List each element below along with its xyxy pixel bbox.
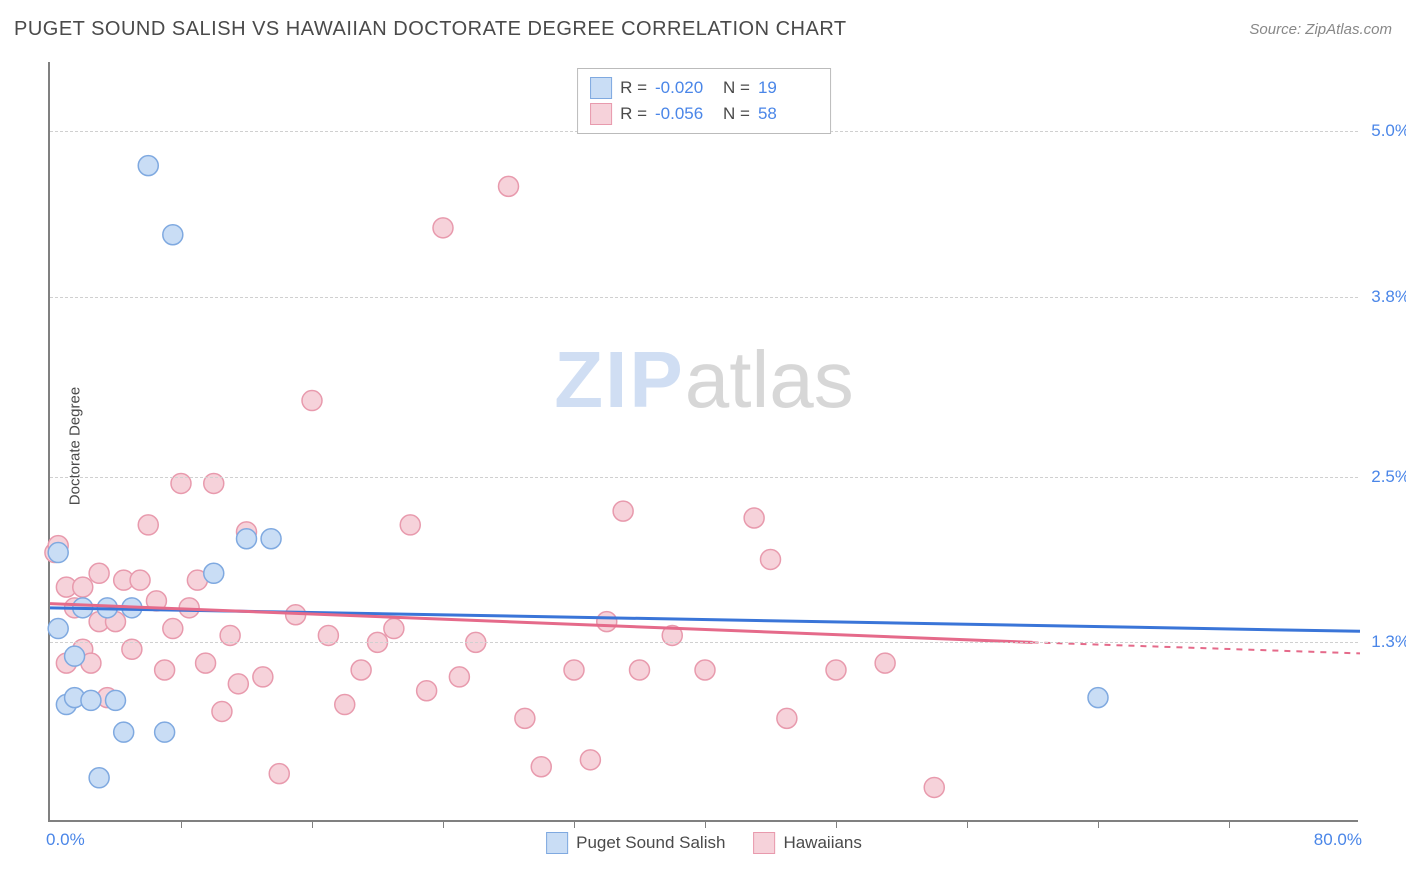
scatter-point — [253, 667, 273, 687]
scatter-point — [212, 701, 232, 721]
scatter-point — [48, 619, 68, 639]
scatter-point — [499, 176, 519, 196]
regression-line-extrapolated — [1033, 642, 1361, 653]
scatter-point — [89, 768, 109, 788]
legend-label-0: Puget Sound Salish — [576, 833, 725, 853]
scatter-point — [155, 722, 175, 742]
plot-area: ZIPatlas R = -0.020 N = 19 R = -0.056 N … — [48, 62, 1358, 822]
swatch-series-1 — [590, 103, 612, 125]
scatter-point — [531, 757, 551, 777]
scatter-point — [875, 653, 895, 673]
scatter-point — [130, 570, 150, 590]
scatter-point — [400, 515, 420, 535]
scatter-point — [261, 529, 281, 549]
scatter-point — [89, 563, 109, 583]
chart-title: PUGET SOUND SALISH VS HAWAIIAN DOCTORATE… — [14, 18, 847, 41]
scatter-point — [384, 619, 404, 639]
r-value-1: -0.056 — [655, 104, 715, 124]
scatter-point — [417, 681, 437, 701]
x-tick — [443, 820, 444, 828]
scatter-point — [106, 690, 126, 710]
r-label-1: R = — [620, 104, 647, 124]
n-value-1: 58 — [758, 104, 818, 124]
x-axis-start-label: 0.0% — [46, 830, 85, 850]
scatter-point — [695, 660, 715, 680]
legend-swatch-1 — [753, 832, 775, 854]
scatter-point — [163, 619, 183, 639]
legend-swatch-0 — [546, 832, 568, 854]
scatter-point — [515, 708, 535, 728]
scatter-point — [155, 660, 175, 680]
x-tick — [181, 820, 182, 828]
n-label-0: N = — [723, 78, 750, 98]
gridline — [50, 642, 1358, 643]
scatter-point — [630, 660, 650, 680]
series-legend: Puget Sound Salish Hawaiians — [546, 832, 862, 854]
r-value-0: -0.020 — [655, 78, 715, 98]
source-attribution: Source: ZipAtlas.com — [1249, 21, 1392, 38]
scatter-point — [114, 722, 134, 742]
scatter-point — [351, 660, 371, 680]
scatter-point — [65, 646, 85, 666]
scatter-point — [613, 501, 633, 521]
scatter-point — [73, 577, 93, 597]
x-tick — [574, 820, 575, 828]
r-label-0: R = — [620, 78, 647, 98]
scatter-point — [237, 529, 257, 549]
scatter-point — [580, 750, 600, 770]
legend-item-0: Puget Sound Salish — [546, 832, 725, 854]
correlation-legend: R = -0.020 N = 19 R = -0.056 N = 58 — [577, 68, 831, 134]
source-name: ZipAtlas.com — [1305, 21, 1392, 38]
scatter-point — [449, 667, 469, 687]
chart-svg — [50, 62, 1358, 820]
source-prefix: Source: — [1249, 21, 1305, 38]
n-label-1: N = — [723, 104, 750, 124]
x-tick — [836, 820, 837, 828]
scatter-point — [163, 225, 183, 245]
scatter-point — [269, 764, 289, 784]
scatter-point — [761, 549, 781, 569]
scatter-point — [138, 156, 158, 176]
x-tick — [1229, 820, 1230, 828]
legend-label-1: Hawaiians — [783, 833, 861, 853]
scatter-point — [777, 708, 797, 728]
gridline — [50, 297, 1358, 298]
x-axis-end-label: 80.0% — [1314, 830, 1362, 850]
swatch-series-0 — [590, 77, 612, 99]
legend-row-series-0: R = -0.020 N = 19 — [590, 75, 818, 101]
scatter-point — [744, 508, 764, 528]
x-tick — [967, 820, 968, 828]
n-value-0: 19 — [758, 78, 818, 98]
scatter-point — [196, 653, 216, 673]
x-tick — [705, 820, 706, 828]
scatter-point — [564, 660, 584, 680]
gridline — [50, 477, 1358, 478]
scatter-point — [204, 563, 224, 583]
scatter-point — [433, 218, 453, 238]
scatter-point — [335, 695, 355, 715]
scatter-point — [81, 690, 101, 710]
scatter-point — [138, 515, 158, 535]
legend-item-1: Hawaiians — [753, 832, 861, 854]
scatter-point — [826, 660, 846, 680]
header: PUGET SOUND SALISH VS HAWAIIAN DOCTORATE… — [14, 18, 1392, 41]
y-tick-label: 5.0% — [1371, 121, 1406, 141]
scatter-point — [48, 543, 68, 563]
y-tick-label: 2.5% — [1371, 467, 1406, 487]
y-tick-label: 1.3% — [1371, 632, 1406, 652]
scatter-point — [228, 674, 248, 694]
x-tick — [312, 820, 313, 828]
scatter-point — [1088, 688, 1108, 708]
y-tick-label: 3.8% — [1371, 287, 1406, 307]
legend-row-series-1: R = -0.056 N = 58 — [590, 101, 818, 127]
scatter-point — [597, 612, 617, 632]
x-tick — [1098, 820, 1099, 828]
scatter-point — [924, 777, 944, 797]
scatter-point — [302, 391, 322, 411]
